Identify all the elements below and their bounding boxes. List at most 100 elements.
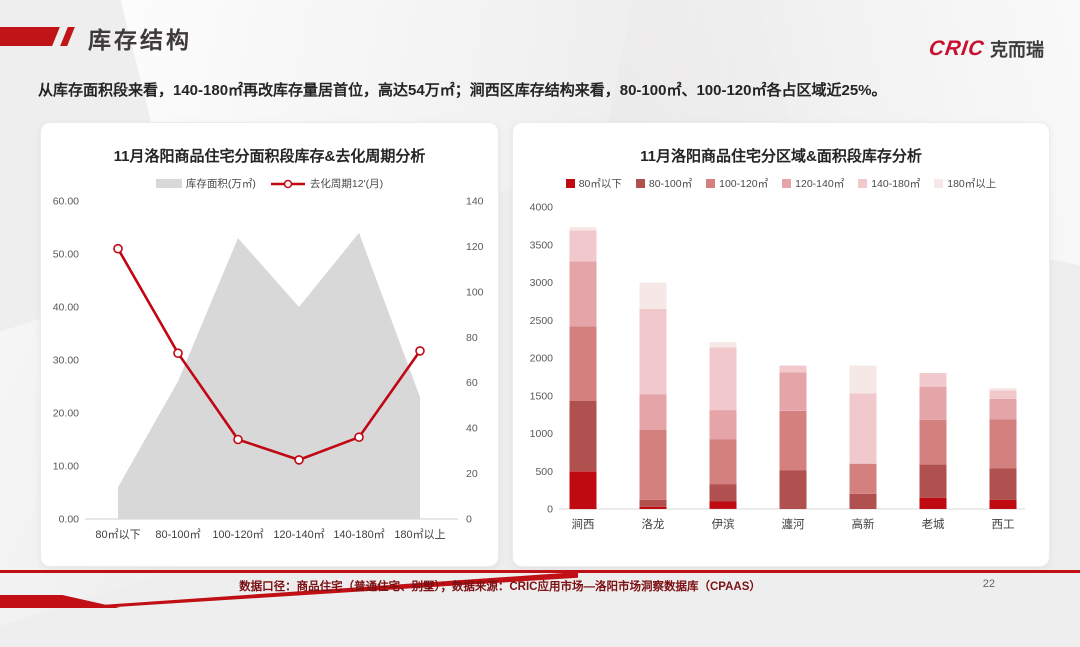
bar-segment [779, 410, 807, 471]
header-red-bar [0, 27, 60, 46]
legend-item: 80-100㎡ [635, 176, 693, 191]
category-label: 180㎡以上 [394, 528, 445, 541]
y-axis-tick: 1500 [530, 390, 554, 402]
bar-segment [639, 282, 667, 309]
cric-logo-wordmark: CRIC [927, 37, 986, 60]
bar-segment [569, 471, 597, 510]
legend-label: 库存面积(万㎡) [185, 178, 256, 190]
y-axis-tick: 3500 [530, 239, 554, 251]
bar-segment [849, 393, 877, 464]
bar-segment [849, 463, 877, 494]
page-title: 库存结构 [88, 27, 192, 53]
line-marker [294, 455, 304, 465]
header-red-stripe [60, 27, 75, 46]
y-axis-tick: 2000 [530, 353, 554, 365]
left-axis-tick: 0.00 [59, 514, 80, 526]
bar-segment [919, 386, 947, 420]
legend-label: 去化周期12'(月) [309, 178, 384, 190]
legend-line-marker-icon [270, 179, 305, 188]
bar-segment [779, 470, 807, 509]
right-axis-tick: 20 [466, 468, 478, 480]
bar-segment [709, 501, 737, 509]
bar-segment [709, 347, 737, 411]
cycle-line-series [116, 248, 422, 462]
category-label: 西工 [992, 519, 1015, 531]
bar-segment [989, 390, 1017, 399]
bar-segment [569, 227, 597, 231]
left-axis-tick: 30.00 [53, 355, 79, 367]
line-marker [354, 432, 364, 442]
right-chart-title: 11月洛阳商品住宅分区域&面积段库存分析 [640, 148, 922, 165]
legend-label: 120-140㎡ [795, 178, 845, 190]
right-axis-tick: 100 [466, 286, 484, 298]
bar-segment [709, 484, 737, 502]
legend-label: 80-100㎡ [648, 178, 693, 190]
legend-color-swatch [706, 179, 716, 188]
category-label: 老城 [922, 518, 945, 531]
line-marker [173, 348, 183, 358]
bar-segment [779, 372, 807, 411]
legend-item: 180㎡以上 [934, 176, 996, 191]
bar-segment [569, 230, 597, 262]
category-label: 涧西 [572, 518, 595, 531]
right-axis-tick: 0 [466, 514, 472, 526]
bar-segment [639, 308, 667, 395]
legend-label: 80㎡以下 [578, 178, 622, 190]
stacked-bar-plot: 0 500 1000 1500 2000 2500 3000 3500 4000 涧西 洛龙 伊滨 瀍河… [530, 202, 1025, 531]
bar-segment [639, 429, 667, 500]
y-axis-tick: 0 [547, 504, 553, 516]
legend-label: 100-120㎡ [719, 178, 769, 190]
bar-segment [569, 261, 597, 327]
footer-note: 数据口径：商品住宅（普通住宅、别墅）；数据来源：CRIC应用市场—洛阳市场洞察数… [239, 581, 761, 593]
bar-segment [639, 506, 667, 509]
key-finding-text: 从库存面积段来看，140-180㎡再改库存量居首位，高达54万㎡；涧西区库存结构… [38, 82, 887, 99]
legend-color-swatch [934, 179, 944, 188]
line-marker [113, 243, 123, 254]
left-axis-tick: 20.00 [53, 408, 79, 420]
cric-logo-chinese: 克而瑞 [990, 40, 1044, 60]
category-label: 瀍河 [782, 517, 805, 531]
legend-item: 100-120㎡ [706, 176, 768, 191]
right-axis-tick: 60 [466, 377, 478, 389]
legend-color-swatch [635, 179, 645, 188]
legend-item: 去化周期12'(月) [270, 176, 383, 191]
y-axis-tick: 4000 [530, 202, 554, 214]
area-line-plot: 0.00 10.00 20.00 30.00 40.00 50.00 60.00 0 20 40 6… [53, 196, 484, 542]
bar-segment [919, 373, 947, 387]
line-marker [233, 434, 243, 445]
bar-segment [989, 499, 1017, 509]
right-axis-tick: 40 [466, 423, 478, 435]
left-chart-legend: 库存面积(万㎡) 去化周期12'(月) [41, 176, 498, 191]
bar-segment [989, 388, 1017, 391]
line-marker [415, 346, 425, 356]
bar-segment [989, 398, 1017, 420]
bar-segment [849, 493, 877, 509]
left-axis-tick: 10.00 [53, 461, 79, 473]
y-axis-tick: 2500 [530, 315, 554, 327]
legend-area-swatch [155, 179, 182, 188]
category-label: 140-180㎡ [333, 528, 384, 541]
category-label: 120-140㎡ [273, 528, 324, 541]
category-label: 100-120㎡ [212, 528, 263, 541]
page-number: 22 [982, 578, 995, 590]
bar-segment [849, 365, 877, 394]
bar-segment [639, 394, 667, 430]
left-axis-tick: 60.00 [53, 196, 79, 208]
right-axis-tick: 80 [466, 332, 478, 344]
legend-color-swatch [565, 179, 575, 188]
y-axis-tick: 500 [535, 466, 553, 478]
bar-segment [639, 499, 667, 507]
right-chart-legend: 80㎡以下 80-100㎡ 100-120㎡ 120-140㎡ 140-180㎡ 180㎡… [513, 176, 1049, 191]
category-label: 80㎡以下 [95, 528, 140, 541]
bar-segment [569, 326, 597, 401]
right-axis-tick: 140 [466, 196, 484, 208]
left-chart-title: 11月洛阳商品住宅分面积段库存&去化周期分析 [113, 148, 426, 165]
area-line-chart-card: 11月洛阳商品住宅分面积段库存&去化周期分析 库存面积(万㎡) 去化周期12'(月… [40, 122, 499, 567]
category-label: 伊滨 [712, 517, 735, 531]
legend-color-swatch [858, 179, 868, 188]
bar-segment [709, 342, 737, 348]
bar-segment [919, 464, 947, 498]
bar-segment [919, 497, 947, 509]
bar-segment [569, 401, 597, 472]
footer-red-line [0, 570, 1080, 573]
